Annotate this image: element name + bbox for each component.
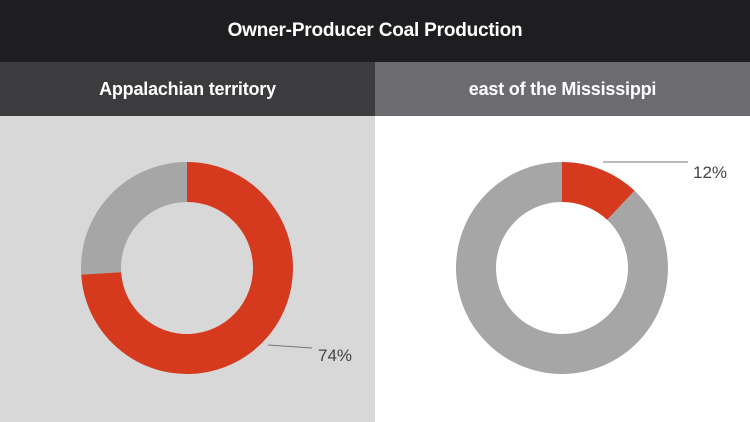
panel-title-mississippi: east of the Mississippi xyxy=(375,62,750,116)
panel-appalachian: Appalachian territory 74% xyxy=(0,62,375,422)
donut-chart-appalachian: 74% xyxy=(81,162,352,375)
panel-title-appalachian: Appalachian territory xyxy=(0,62,375,116)
panel-mississippi: east of the Mississippi 12% xyxy=(375,62,750,422)
leader-line xyxy=(267,344,313,349)
percent-label: 12% xyxy=(693,163,727,182)
slice-mississippi-owner-producer xyxy=(562,162,635,220)
slice-mississippi-other xyxy=(456,162,668,374)
slice-appalachian-other xyxy=(81,162,187,275)
percent-label: 74% xyxy=(318,346,352,365)
donut-chart-mississippi: 12% xyxy=(456,161,727,374)
slice-appalachian-owner-producer xyxy=(81,162,293,375)
chart-title: Owner-Producer Coal Production xyxy=(0,0,750,62)
